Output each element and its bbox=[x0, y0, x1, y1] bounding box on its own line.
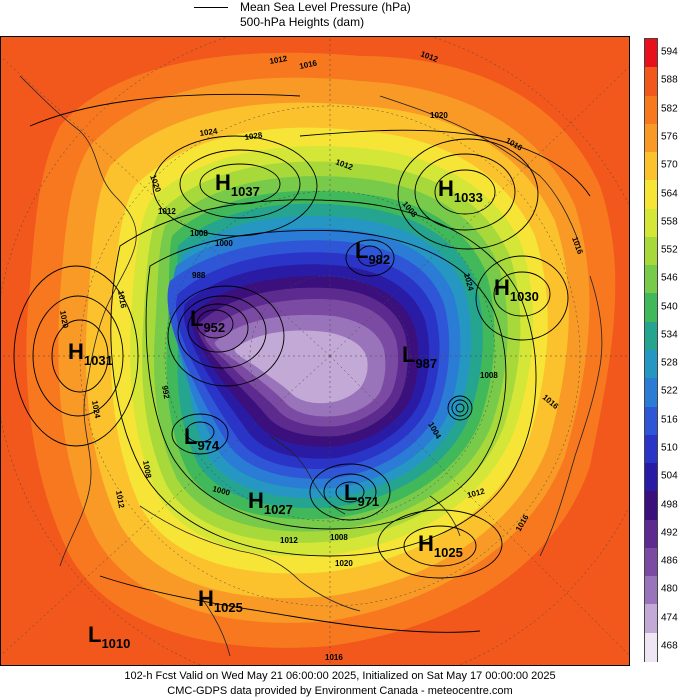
graticule bbox=[0, 36, 630, 666]
high-1031: H1031 bbox=[68, 339, 113, 368]
legend-mslp-label: Mean Sea Level Pressure (hPa) bbox=[240, 0, 411, 14]
colorbar-label: 486 bbox=[661, 555, 678, 567]
colorbar-label: 534 bbox=[661, 329, 678, 341]
colorbar-label: 564 bbox=[661, 188, 678, 199]
isobar-label: 1012 bbox=[114, 490, 126, 510]
high-1025-south: H1025 bbox=[198, 586, 243, 615]
isobar-label: 1016 bbox=[325, 653, 343, 662]
colorbar-label: 504 bbox=[661, 470, 678, 482]
legend-line-sample bbox=[194, 7, 228, 8]
low-971: L971 bbox=[344, 480, 379, 509]
map-frame bbox=[0, 36, 630, 666]
colorbar-cell bbox=[645, 180, 657, 210]
isobar-label: 992 bbox=[160, 385, 171, 400]
low-1010: L1010 bbox=[88, 622, 130, 651]
isobar-label: 1008 bbox=[141, 460, 153, 480]
colorbar-label: 558 bbox=[661, 216, 678, 228]
isobar-label: 1008 bbox=[480, 371, 498, 380]
colorbar-cell bbox=[645, 350, 657, 379]
colorbar-label: 546 bbox=[661, 272, 678, 284]
isobar-label: 1008 bbox=[330, 533, 348, 542]
high-1030: H1030 bbox=[494, 275, 539, 304]
colorbar-label: 552 bbox=[661, 244, 678, 256]
isobar-label: 1024 bbox=[199, 127, 218, 138]
isobar-label: 1012 bbox=[158, 207, 176, 216]
weather-map: 1016 1012 1024 1028 1020 1012 1008 1000 … bbox=[0, 36, 630, 666]
isobar-label: 1012 bbox=[280, 536, 298, 545]
isobar-label: 1016 bbox=[116, 290, 128, 310]
colorbar-label: 594 bbox=[661, 46, 678, 58]
colorbar-cell bbox=[645, 406, 657, 436]
colorbar-cell bbox=[645, 463, 657, 493]
isobar-label: 1020 bbox=[335, 559, 353, 568]
high-1025-east: H1025 bbox=[418, 531, 463, 560]
colorbar-label: 528 bbox=[661, 357, 678, 369]
isobar-label: 1028 bbox=[244, 131, 263, 142]
colorbar-cell bbox=[645, 293, 657, 323]
colorbar-cell bbox=[645, 236, 657, 266]
colorbar-label: 480 bbox=[661, 583, 678, 595]
colorbar-label: 522 bbox=[661, 385, 678, 397]
colorbar-cell bbox=[645, 604, 657, 634]
isobar-label: 1024 bbox=[90, 400, 102, 420]
colorbar-label: 582 bbox=[661, 103, 678, 115]
colorbar-cell bbox=[645, 519, 657, 549]
colorbar-cell bbox=[645, 434, 657, 464]
valid-time-caption: 102-h Fcst Valid on Wed May 21 06:00:00 … bbox=[124, 670, 556, 682]
pressure-systems: H1037 H1033 H1030 H1031 L952 L982 L987 L… bbox=[68, 170, 539, 651]
colorbar-label: 510 bbox=[661, 442, 678, 454]
isobar-labels: 1016 1012 1024 1028 1020 1012 1008 1000 … bbox=[58, 49, 585, 662]
colorbar-cell bbox=[645, 67, 657, 97]
height-band-468 bbox=[234, 330, 368, 404]
high-1033: H1033 bbox=[438, 176, 483, 205]
colorbar-label: 516 bbox=[661, 414, 678, 426]
colorbar-label: 498 bbox=[661, 499, 678, 510]
isobar-label: 1020 bbox=[430, 111, 448, 120]
legend-heights-label: 500-hPa Heights (dam) bbox=[240, 15, 365, 29]
isobar-label: 1000 bbox=[215, 239, 233, 248]
high-1037: H1037 bbox=[215, 170, 260, 199]
colorbar-cell bbox=[645, 576, 657, 606]
colorbar-label: 474 bbox=[661, 612, 678, 624]
colorbar-label: 576 bbox=[661, 131, 678, 143]
isobar-label: 1020 bbox=[58, 310, 70, 330]
colorbar-label: 468 bbox=[661, 640, 678, 652]
isobar-label: 1016 bbox=[299, 58, 319, 71]
data-source-caption: CMC-GDPS data provided by Environment Ca… bbox=[167, 685, 513, 697]
low-987: L987 bbox=[402, 342, 437, 371]
colorbar-label: 588 bbox=[661, 74, 678, 86]
isobar-label: 1012 bbox=[269, 54, 289, 66]
colorbar-cell bbox=[645, 491, 657, 521]
colorbar bbox=[644, 38, 658, 662]
isobars bbox=[13, 93, 591, 633]
colorbar-cell bbox=[645, 265, 657, 295]
low-952: L952 bbox=[190, 306, 225, 335]
colorbar-cell bbox=[645, 632, 657, 662]
colorbar-cell bbox=[645, 123, 657, 153]
low-974: L974 bbox=[184, 424, 220, 453]
colorbar-cell bbox=[645, 547, 657, 577]
low-982: L982 bbox=[355, 238, 390, 267]
colorbar-cell bbox=[645, 152, 657, 182]
colorbar-label: 540 bbox=[661, 301, 678, 313]
colorbar-label: 570 bbox=[661, 159, 678, 171]
colorbar-cell bbox=[645, 39, 657, 68]
coastlines bbox=[19, 75, 603, 657]
legend: Mean Sea Level Pressure (hPa) 500-hPa He… bbox=[190, 0, 490, 36]
high-1027: H1027 bbox=[248, 488, 293, 517]
colorbar-cell bbox=[645, 208, 657, 238]
isobar-label: 988 bbox=[192, 271, 206, 280]
colorbar-label: 492 bbox=[661, 527, 678, 539]
colorbar-cell bbox=[645, 321, 657, 351]
colorbar-cell bbox=[645, 378, 657, 408]
isobar-label: 1008 bbox=[190, 229, 208, 238]
colorbar-cell bbox=[645, 95, 657, 125]
